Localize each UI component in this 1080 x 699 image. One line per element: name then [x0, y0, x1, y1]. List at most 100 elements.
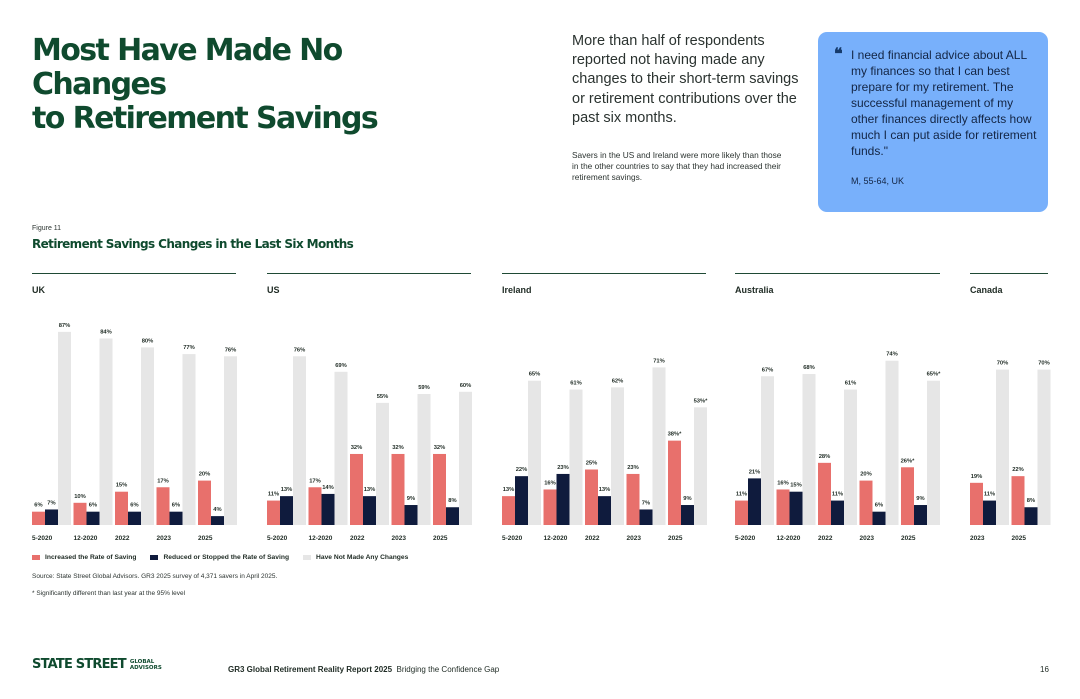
bar-ireland-2023-no_change — [652, 367, 666, 525]
bar-label-australia-2022-reduced: 11% — [832, 492, 843, 498]
category-label-us-2022: 2022 — [350, 535, 365, 542]
bar-us-12-2020-increased — [308, 487, 322, 525]
note-paragraph: Savers in the US and Ireland were more l… — [572, 150, 782, 183]
category-label-ireland-2022: 2022 — [585, 535, 600, 542]
bar-us-5-2020-reduced — [280, 496, 293, 525]
bar-label-us-5-2020-increased: 11% — [268, 492, 279, 498]
bar-label-ireland-12-2020-reduced: 23% — [557, 465, 569, 471]
bar-label-australia-2023-increased: 20% — [860, 472, 872, 478]
quote-icon: ❝ — [834, 44, 843, 63]
category-label-canada-2023: 2023 — [970, 535, 985, 542]
bar-australia-12-2020-increased — [776, 489, 790, 525]
legend-swatch-no-change — [303, 555, 312, 560]
bar-canada-2025-increased — [1011, 476, 1025, 525]
bar-australia-12-2020-reduced — [789, 491, 803, 525]
bar-label-australia-12-2020-increased: 16% — [777, 480, 789, 486]
bar-ireland-12-2020-increased — [543, 489, 557, 525]
page-title: Most Have Made No Changes to Retirement … — [32, 34, 452, 136]
bar-label-australia-5-2020-no_change: 67% — [762, 367, 774, 373]
bar-label-australia-2023-no_change: 74% — [886, 352, 898, 358]
bar-ireland-2025-reduced — [681, 505, 694, 525]
bar-label-us-12-2020-increased: 17% — [309, 478, 321, 484]
category-label-ireland-12-2020: 12-2020 — [544, 535, 568, 542]
bar-label-uk-2023-no_change: 77% — [183, 345, 195, 351]
bar-label-australia-12-2020-reduced: 15% — [790, 483, 802, 489]
bar-canada-2023-reduced — [983, 500, 996, 525]
bar-uk-2022-reduced — [128, 511, 141, 525]
bar-us-12-2020-no_change — [334, 371, 348, 525]
logo-subtitle: GLOBAL ADVISORS — [129, 658, 162, 671]
bar-label-us-2023-increased: 32% — [392, 445, 404, 451]
bar-ireland-2022-increased — [585, 469, 598, 525]
bar-label-uk-2025-increased: 20% — [199, 472, 211, 478]
bar-uk-2022-no_change — [141, 347, 154, 525]
category-label-ireland-5-2020: 5-2020 — [502, 535, 523, 542]
bar-label-uk-5-2020-reduced: 7% — [47, 500, 55, 506]
bar-us-2022-increased — [350, 453, 363, 525]
bar-australia-5-2020-no_change — [761, 376, 774, 525]
bar-label-ireland-5-2020-reduced: 22% — [516, 467, 528, 473]
bar-australia-2025-reduced — [914, 505, 927, 525]
bar-australia-2022-reduced — [831, 500, 844, 525]
panel-title-canada: Canada — [970, 285, 1004, 295]
figure-title: Retirement Savings Changes in the Last S… — [32, 237, 354, 251]
bar-uk-2025-reduced — [211, 516, 224, 525]
bar-label-us-2025-reduced: 8% — [448, 498, 456, 504]
bar-australia-2023-increased — [859, 480, 873, 525]
bar-uk-5-2020-increased — [32, 511, 45, 525]
bar-label-us-12-2020-no_change: 69% — [335, 363, 347, 369]
category-label-us-2025: 2025 — [433, 535, 448, 542]
category-label-australia-12-2020: 12-2020 — [777, 535, 801, 542]
bar-us-12-2020-reduced — [321, 493, 335, 525]
bar-label-us-12-2020-reduced: 14% — [322, 485, 334, 491]
bar-label-us-2022-increased: 32% — [351, 445, 363, 451]
bar-ireland-2025-increased — [668, 440, 681, 525]
bar-label-ireland-12-2020-no_change: 61% — [570, 381, 582, 387]
bar-uk-2023-reduced — [169, 511, 183, 525]
source-note: Source: State Street Global Advisors. GR… — [32, 573, 278, 580]
bar-us-5-2020-increased — [267, 500, 280, 525]
page-number: 16 — [1040, 665, 1049, 674]
bar-uk-5-2020-reduced — [45, 509, 58, 525]
chart-legend: Increased the Rate of Saving Reduced or … — [32, 554, 408, 561]
bar-label-ireland-2023-reduced: 7% — [642, 500, 650, 506]
legend-label-no-change: Have Not Made Any Changes — [316, 554, 409, 561]
bar-uk-2022-increased — [115, 491, 128, 525]
category-label-canada-2025: 2025 — [1012, 535, 1027, 542]
bar-label-australia-2023-reduced: 6% — [875, 503, 883, 509]
bar-label-uk-2025-reduced: 4% — [213, 507, 221, 513]
category-label-ireland-2025: 2025 — [668, 535, 683, 542]
panel-title-ireland: Ireland — [502, 285, 532, 295]
bar-label-us-2022-no_change: 55% — [377, 394, 389, 400]
category-label-us-5-2020: 5-2020 — [267, 535, 288, 542]
legend-swatch-reduced — [150, 555, 159, 560]
category-label-australia-2022: 2022 — [818, 535, 833, 542]
bar-label-us-2022-reduced: 13% — [364, 487, 376, 493]
bar-ireland-2022-reduced — [598, 496, 611, 525]
bar-ireland-12-2020-no_change — [569, 389, 583, 525]
bar-label-us-5-2020-reduced: 13% — [281, 487, 293, 493]
bar-label-ireland-2025-no_change: 53%* — [694, 398, 709, 404]
bar-us-2023-increased — [391, 453, 405, 525]
bar-label-australia-12-2020-no_change: 68% — [803, 365, 815, 371]
bar-label-uk-2023-reduced: 6% — [172, 503, 180, 509]
bar-label-us-5-2020-no_change: 76% — [294, 347, 306, 353]
bar-label-us-2023-reduced: 9% — [407, 496, 415, 502]
bar-us-2023-reduced — [404, 505, 418, 525]
bar-label-ireland-2023-increased: 23% — [627, 465, 639, 471]
category-label-australia-5-2020: 5-2020 — [735, 535, 756, 542]
category-label-uk-12-2020: 12-2020 — [74, 535, 98, 542]
bar-label-canada-2025-reduced: 8% — [1027, 498, 1035, 504]
bar-uk-2025-no_change — [224, 356, 237, 525]
legend-item-no-change: Have Not Made Any Changes — [303, 554, 408, 561]
bar-australia-2022-increased — [818, 462, 831, 525]
bar-label-australia-5-2020-reduced: 21% — [749, 469, 761, 475]
bar-australia-2025-increased — [901, 467, 914, 525]
bar-label-ireland-2022-reduced: 13% — [599, 487, 611, 493]
bar-uk-12-2020-reduced — [86, 511, 100, 525]
bar-ireland-2023-increased — [626, 473, 640, 525]
bar-label-australia-2025-no_change: 65%* — [927, 372, 942, 378]
bar-label-ireland-5-2020-no_change: 65% — [529, 372, 541, 378]
category-label-us-2023: 2023 — [392, 535, 407, 542]
bar-australia-12-2020-no_change — [802, 374, 816, 525]
